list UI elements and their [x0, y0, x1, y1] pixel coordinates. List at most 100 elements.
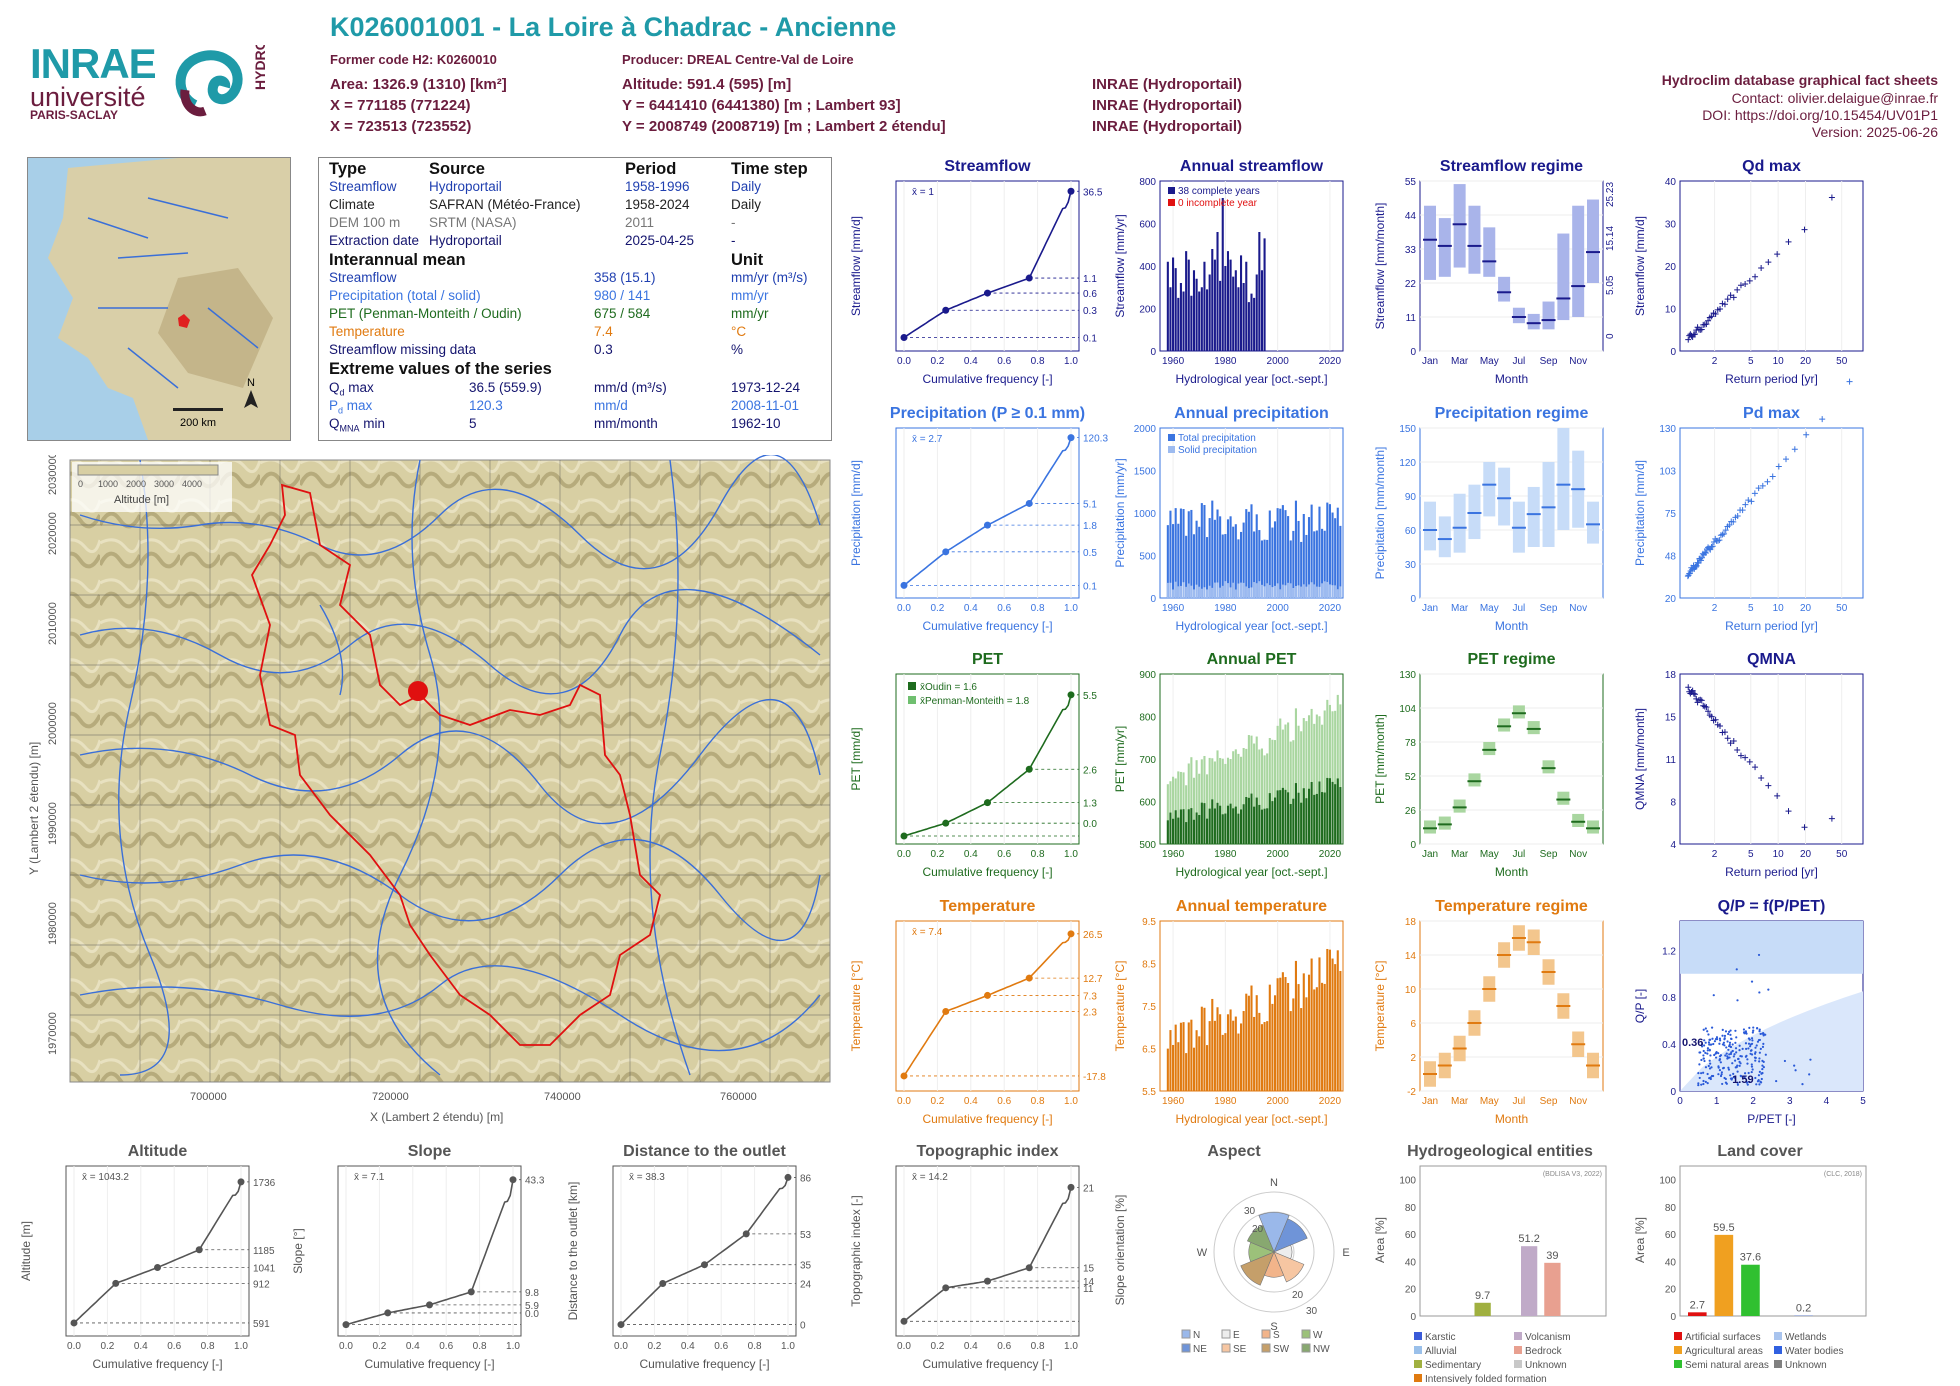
scatter-point: [1729, 1077, 1733, 1080]
version: Version: 2025-06-26: [1811, 124, 1938, 140]
bar: [1216, 802, 1219, 844]
bar: [1229, 516, 1232, 598]
bar: [1273, 995, 1277, 1091]
bar: [1200, 802, 1203, 844]
cdf-point: [154, 1264, 161, 1272]
bar: [1185, 251, 1188, 351]
bar: [1192, 589, 1196, 598]
bar: [1203, 505, 1206, 598]
x-tick-label: 50: [1836, 356, 1848, 367]
bar: [1206, 537, 1209, 598]
bar-value-label: 39: [1546, 1250, 1558, 1262]
bar: [1339, 525, 1342, 598]
x-tick-label: 20: [1800, 356, 1812, 367]
legend-label: Volcanism: [1525, 1332, 1571, 1343]
bar: [1208, 757, 1211, 844]
y-tick-label: 130: [1659, 424, 1676, 435]
bar: [1310, 781, 1313, 844]
cdf-point: [942, 1284, 950, 1292]
y-tick-label: 1.2: [1662, 946, 1676, 957]
return-point: [1742, 501, 1749, 508]
right-tick-label: 2.3: [1083, 1007, 1097, 1018]
scatter-point: [1734, 1029, 1737, 1032]
regime-box: [1468, 484, 1481, 540]
return-point: [1694, 324, 1701, 331]
bar: [1300, 541, 1303, 598]
scatter-point: [1703, 1039, 1706, 1042]
compass-label: W: [1197, 1247, 1208, 1259]
y-tick-label: 11: [1666, 755, 1677, 766]
legend-label: Unknown: [1785, 1360, 1827, 1371]
bar: [1281, 787, 1284, 844]
scatter-point: [1728, 1041, 1732, 1044]
bar: [1318, 716, 1321, 844]
return-point: [1727, 740, 1734, 747]
y-tick-label: 11: [1406, 313, 1417, 324]
bar: [1310, 504, 1313, 598]
scatter-point: [1704, 1051, 1707, 1054]
chart-title: Q/P = f(P/PET): [1718, 898, 1826, 915]
bar: [1203, 1007, 1206, 1091]
right-tick-label: 5.05: [1605, 275, 1616, 295]
bar: [1245, 261, 1248, 351]
svg-text:1970000: 1970000: [47, 1012, 59, 1055]
scatter-point: [1738, 1060, 1741, 1063]
regime-box: [1498, 467, 1511, 526]
bar: [1305, 997, 1308, 1091]
y-tick-label: 18: [1665, 670, 1677, 681]
x-tick-label: 0.2: [930, 1341, 944, 1352]
scatter-point: [1708, 1048, 1711, 1051]
chart-title: Pd max: [1743, 405, 1800, 422]
bar: [1281, 729, 1284, 844]
bar: [1174, 581, 1177, 598]
bar: [1208, 274, 1211, 351]
bar: [1339, 704, 1342, 844]
cdf-point: [984, 991, 991, 999]
svg-text:3000: 3000: [154, 479, 174, 489]
scatter-point: [1710, 1074, 1714, 1078]
bar: [1221, 585, 1224, 598]
right-tick-label: 0.6: [1083, 289, 1097, 300]
bar: [1211, 249, 1214, 351]
scatter-point: [1729, 1074, 1732, 1077]
bar: [1331, 958, 1334, 1091]
scatter-point: [1700, 1045, 1704, 1048]
x-tick-label: 0.2: [100, 1341, 114, 1352]
bar-value-label: 2.7: [1690, 1299, 1705, 1311]
legend-swatch: [1301, 1343, 1311, 1353]
bar: [1192, 819, 1196, 844]
scatter-point: [1709, 1054, 1712, 1057]
return-point: [1685, 684, 1692, 691]
bar: [1323, 530, 1326, 598]
bar: [1177, 1042, 1180, 1091]
legend-swatch: [1301, 1329, 1311, 1339]
right-tick-label: 1736: [253, 1178, 276, 1189]
bar: [1239, 1023, 1243, 1091]
scatter-point: [1731, 1049, 1734, 1053]
scatter-point: [1717, 1052, 1720, 1055]
rose-sector: [1273, 1218, 1308, 1253]
bar: [1260, 540, 1264, 598]
universite-logo: université: [30, 82, 146, 112]
bar: [1206, 818, 1209, 844]
return-point: [1712, 535, 1719, 542]
x-tick-label: 0.2: [372, 1341, 386, 1352]
bar: [1169, 287, 1172, 351]
y-tick-label: 14: [1405, 951, 1417, 962]
return-point: [1685, 336, 1692, 343]
bar: [1172, 818, 1175, 844]
bar: [1266, 808, 1269, 844]
bar: [1213, 259, 1216, 351]
scatter-point: [1762, 1060, 1765, 1063]
bar: [1185, 1053, 1188, 1091]
bar: [1211, 799, 1214, 844]
return-point: [1737, 282, 1744, 289]
y-tick-label: 0: [1410, 1312, 1416, 1323]
x-tick-label: Jul: [1513, 1096, 1526, 1107]
legend-swatch: [1181, 1343, 1191, 1353]
x-axis-label: Return period [yr]: [1725, 372, 1818, 386]
scatter-point: [1755, 1083, 1758, 1086]
svg-text:N: N: [247, 377, 255, 389]
bar: [1166, 582, 1169, 598]
plot-frame: [1419, 1165, 1607, 1317]
